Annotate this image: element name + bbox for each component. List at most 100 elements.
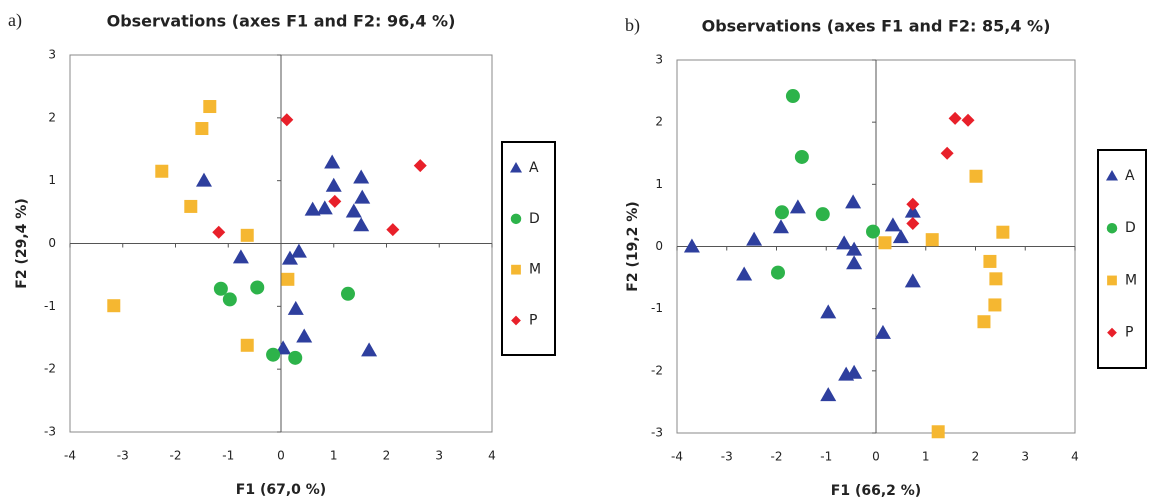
marker-square [195, 122, 209, 136]
y-tick-label: 2 [655, 115, 663, 129]
marker-circle [785, 89, 800, 104]
marker-triangle [772, 219, 789, 234]
marker-triangle [820, 304, 837, 319]
marker-triangle [836, 235, 853, 250]
x-tick-label: -4 [671, 450, 683, 464]
marker-square [240, 228, 254, 242]
marker-square [988, 298, 1002, 312]
marker-circle [340, 286, 355, 301]
marker-diamond [906, 197, 920, 211]
legend-label: P [529, 313, 537, 329]
marker-triangle [345, 203, 362, 218]
marker-square [925, 233, 939, 247]
y-tick-label: 1 [48, 173, 56, 187]
marker-diamond [413, 159, 427, 173]
marker-triangle [281, 250, 298, 265]
x-tick-label: 1 [330, 449, 338, 463]
marker-square [931, 425, 945, 439]
x-tick-label: -3 [721, 450, 733, 464]
marker-square [878, 236, 892, 250]
marker-triangle [820, 387, 837, 402]
marker-triangle [353, 169, 370, 184]
marker-square [977, 315, 991, 329]
marker-triangle [354, 189, 371, 204]
marker-diamond [386, 223, 400, 237]
legend-marker [511, 264, 521, 275]
legend-marker [510, 162, 522, 173]
panel-label: b) [625, 15, 640, 36]
marker-circle [222, 292, 237, 307]
marker-square [107, 299, 121, 313]
x-tick-label: -2 [771, 450, 783, 464]
x-tick-label: -3 [117, 449, 129, 463]
marker-triangle [904, 273, 921, 288]
marker-circle [266, 347, 281, 362]
marker-triangle [316, 200, 333, 215]
marker-triangle [846, 364, 863, 379]
marker-square [184, 199, 198, 213]
marker-circle [213, 281, 228, 296]
marker-circle [815, 207, 830, 222]
marker-triangle [846, 241, 863, 256]
legend-label: D [1125, 220, 1136, 236]
y-tick-label: -3 [44, 425, 56, 439]
chart-title: Observations (axes F1 and F2: 96,4 %) [107, 12, 456, 31]
marker-circle [794, 149, 809, 164]
chart-title: Observations (axes F1 and F2: 85,4 %) [702, 17, 1051, 36]
y-tick-label: 0 [655, 239, 663, 253]
x-tick-label: 2 [972, 450, 980, 464]
x-tick-label: -2 [170, 449, 182, 463]
marker-triangle [884, 217, 901, 232]
marker-triangle [892, 229, 909, 244]
marker-diamond [940, 146, 954, 160]
marker-square [969, 169, 983, 183]
marker-triangle [789, 199, 806, 214]
marker-triangle [874, 324, 891, 339]
marker-square [203, 100, 217, 114]
legend-marker [511, 315, 521, 326]
marker-triangle [232, 249, 249, 264]
legend-label: A [529, 160, 539, 176]
marker-triangle [361, 342, 378, 357]
marker-diamond [948, 111, 962, 125]
y-tick-label: 3 [655, 53, 663, 67]
marker-triangle [275, 340, 292, 355]
marker-triangle [324, 154, 341, 169]
legend-marker [1107, 327, 1117, 338]
marker-square [983, 254, 997, 268]
marker-circle [770, 265, 785, 280]
x-tick-label: 4 [488, 449, 496, 463]
marker-diamond [906, 216, 920, 230]
marker-triangle [746, 231, 763, 246]
y-tick-label: -2 [651, 363, 663, 377]
legend-label: D [529, 211, 540, 227]
marker-triangle [296, 328, 313, 343]
marker-square [281, 272, 295, 286]
x-tick-label: -1 [820, 450, 832, 464]
x-axis-label: F1 (66,2 %) [831, 483, 921, 499]
marker-diamond [212, 225, 226, 239]
x-tick-label: 4 [1071, 450, 1079, 464]
x-tick-label: 0 [277, 449, 285, 463]
marker-square [996, 225, 1010, 239]
x-tick-label: 1 [922, 450, 930, 464]
y-tick-label: 0 [48, 236, 56, 250]
marker-circle [288, 350, 303, 365]
marker-triangle [290, 243, 307, 258]
marker-diamond [280, 113, 294, 127]
marker-triangle [353, 217, 370, 232]
y-tick-label: -1 [44, 299, 56, 313]
legend-label: M [529, 262, 541, 278]
x-tick-label: 2 [383, 449, 391, 463]
x-tick-label: 0 [872, 450, 880, 464]
y-tick-label: -3 [651, 426, 663, 440]
y-tick-label: 1 [655, 177, 663, 191]
y-axis-label: F2 (19,2 %) [625, 201, 641, 291]
x-axis-label: F1 (67,0 %) [236, 482, 326, 498]
marker-circle [774, 205, 789, 220]
marker-square [989, 272, 1003, 286]
marker-triangle [846, 255, 863, 270]
x-tick-label: -4 [64, 449, 76, 463]
marker-circle [250, 280, 265, 295]
